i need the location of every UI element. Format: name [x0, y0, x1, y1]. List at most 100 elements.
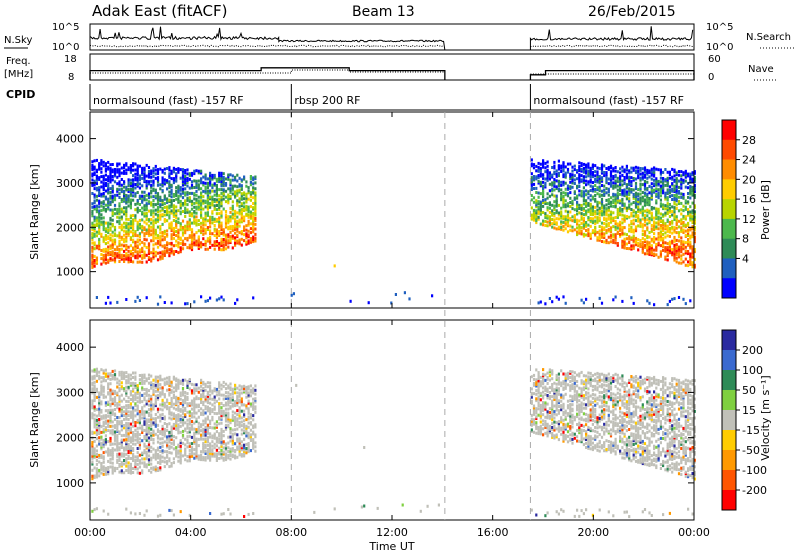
velocity-cell — [186, 431, 188, 434]
power-cell — [542, 181, 544, 184]
power-cell — [250, 211, 252, 214]
velocity-cell — [91, 469, 93, 472]
power-cell — [578, 185, 580, 188]
power-cell — [202, 195, 204, 198]
power-cell — [671, 168, 673, 171]
power-cell — [232, 200, 234, 203]
velocity-cell — [125, 386, 127, 389]
velocity-cell — [189, 453, 191, 456]
power-cell — [682, 205, 684, 208]
velocity-cell — [182, 434, 184, 437]
power-cell — [583, 207, 585, 210]
power-cell — [118, 220, 120, 223]
velocity-cell — [184, 401, 186, 404]
power-cell — [692, 178, 694, 181]
power-cell — [243, 225, 245, 228]
power-cell — [646, 209, 648, 212]
velocity-cell — [211, 408, 213, 411]
power-cell — [252, 196, 254, 199]
power-cell — [605, 203, 607, 206]
velocity-cell — [186, 435, 188, 438]
power-cell — [112, 169, 114, 172]
power-cell — [583, 202, 585, 205]
velocity-cell — [198, 455, 200, 458]
velocity-cell — [132, 443, 134, 446]
power-cell — [596, 170, 598, 173]
power-cell — [535, 187, 537, 190]
velocity-cell — [109, 443, 111, 446]
power-ytick-label-0: 1000 — [56, 266, 84, 279]
velocity-cell — [186, 455, 188, 458]
velocity-cell — [189, 455, 191, 458]
power-cell — [171, 189, 173, 192]
power-cell — [109, 302, 111, 305]
power-cell — [180, 246, 182, 249]
power-cell — [121, 188, 123, 191]
power-cell — [191, 186, 193, 189]
velocity-cell — [141, 439, 143, 442]
power-cell — [576, 231, 578, 234]
velocity-cell — [112, 443, 114, 446]
power-cell — [220, 198, 222, 201]
power-cell — [576, 219, 578, 222]
power-cell — [130, 250, 132, 253]
velocity-cell — [128, 386, 130, 389]
velocity-cell — [134, 382, 136, 385]
nave-tick-high: 60 — [708, 54, 721, 65]
power-cell — [191, 184, 193, 187]
power-cell — [587, 170, 589, 173]
power-cell — [159, 210, 161, 213]
power-cell — [660, 227, 662, 230]
power-cell — [621, 208, 623, 211]
velocity-cell — [171, 412, 173, 415]
power-cell — [431, 294, 433, 297]
power-cell — [590, 194, 592, 197]
power-cell — [368, 301, 370, 304]
power-cell — [682, 209, 684, 212]
power-cell — [195, 231, 197, 234]
power-cell — [630, 296, 632, 299]
power-cell — [637, 193, 639, 196]
velocity-cell — [209, 422, 211, 425]
power-cell — [202, 208, 204, 211]
power-cell — [96, 205, 98, 208]
power-cell — [669, 241, 671, 244]
power-cell — [171, 192, 173, 195]
power-cell — [118, 192, 120, 195]
power-cell — [150, 226, 152, 229]
velocity-cell — [139, 395, 141, 398]
power-cell — [143, 238, 145, 241]
power-cell — [214, 194, 216, 197]
power-cell — [139, 261, 141, 264]
velocity-cell — [198, 444, 200, 447]
power-cell — [166, 219, 168, 222]
power-cell — [660, 244, 662, 247]
velocity-cell — [134, 402, 136, 405]
power-cell — [143, 232, 145, 235]
power-cell — [590, 225, 592, 228]
velocity-cell — [139, 462, 141, 465]
velocity-cell — [198, 416, 200, 419]
velocity-cell — [91, 402, 93, 405]
power-cell — [615, 226, 617, 229]
velocity-cell — [130, 411, 132, 414]
power-cell — [200, 177, 202, 180]
velocity-cell — [109, 378, 111, 381]
velocity-cell — [159, 466, 161, 469]
power-cell — [200, 187, 202, 190]
power-cell — [250, 231, 252, 234]
power-cell — [211, 196, 213, 199]
velocity-cell — [143, 392, 145, 395]
power-cell — [669, 203, 671, 206]
velocity-cell — [171, 389, 173, 392]
velocity-cell — [200, 450, 202, 453]
power-cell — [617, 231, 619, 234]
power-cell — [146, 198, 148, 201]
velocity-cell — [114, 404, 116, 407]
power-cell — [610, 196, 612, 199]
velocity-cell — [173, 461, 175, 464]
power-cell — [146, 202, 148, 205]
power-cell — [109, 163, 111, 166]
power-cell — [137, 191, 139, 194]
